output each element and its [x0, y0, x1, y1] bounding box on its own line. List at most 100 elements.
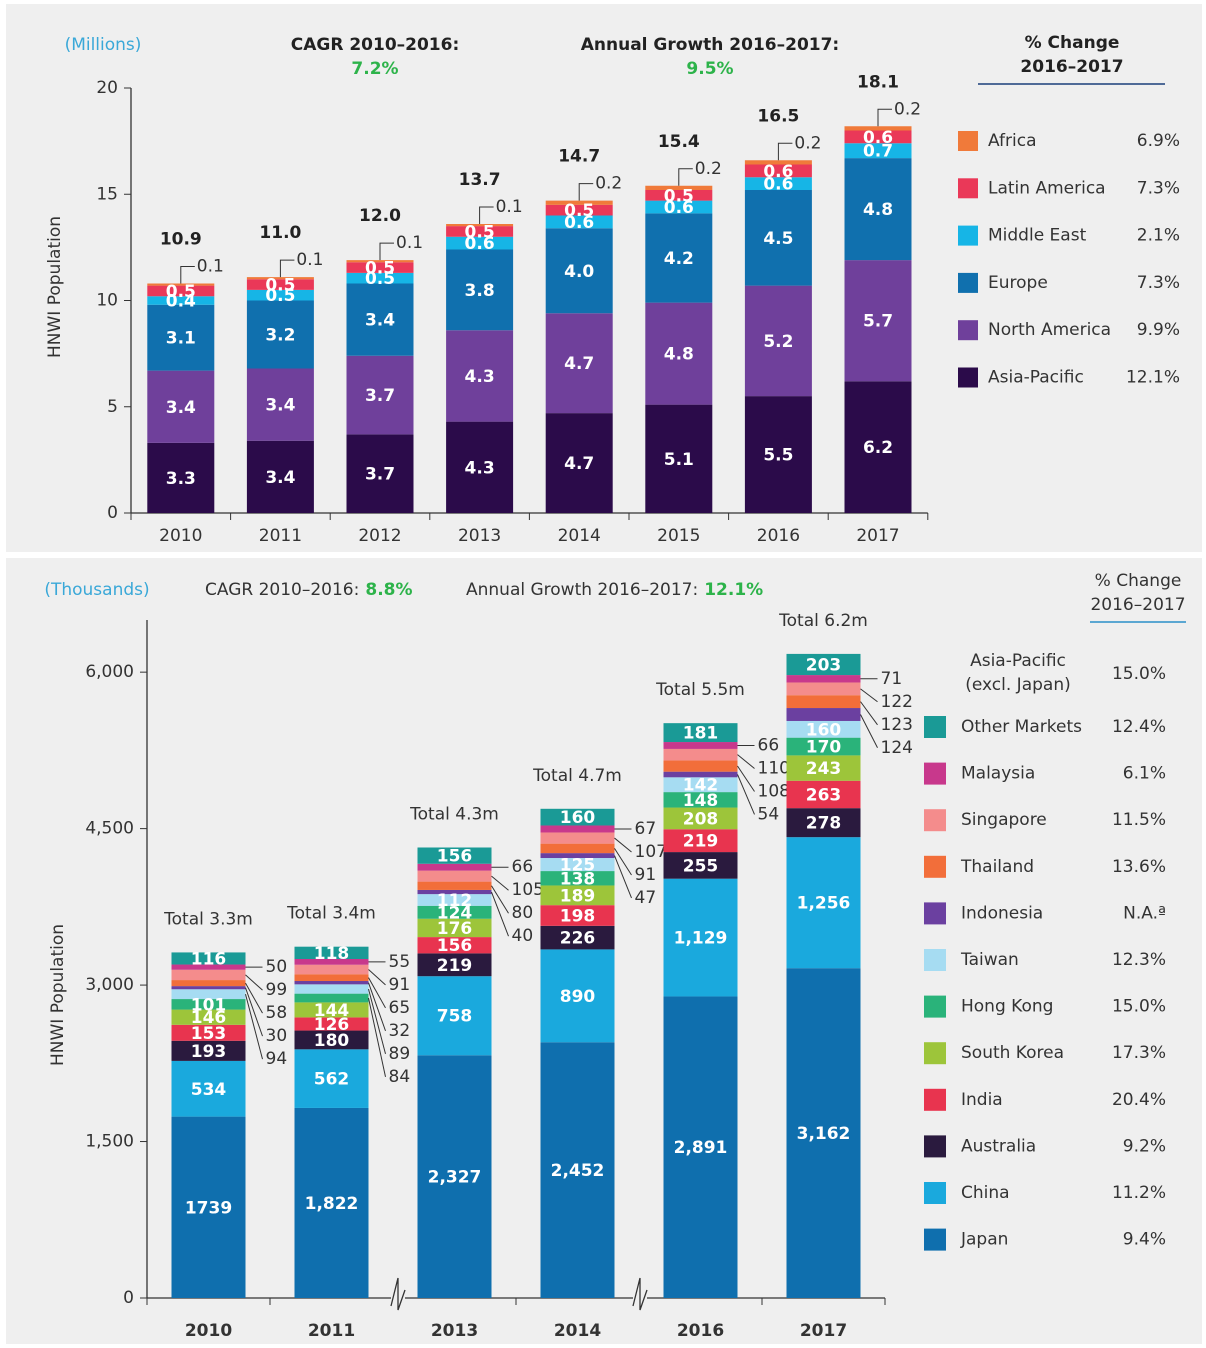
bar-segment — [545, 204, 613, 216]
segment-label: 0.2 — [894, 99, 921, 119]
segment-label: 0.5 — [166, 282, 196, 302]
bar-segment — [786, 968, 861, 1298]
bar-segment — [663, 852, 738, 879]
segment-label: 118 — [314, 944, 350, 964]
segment-label: 124 — [437, 903, 473, 923]
y-tick-label: 10 — [96, 291, 118, 311]
leader-line — [180, 266, 195, 284]
bar-segment — [540, 832, 615, 844]
segment-label: 91 — [635, 865, 657, 885]
bar-segment — [645, 200, 713, 214]
segment-label: 153 — [191, 1024, 227, 1044]
segment-label: 84 — [389, 1067, 411, 1087]
bar-segment — [786, 780, 861, 809]
leader-line — [368, 988, 386, 1054]
segment-label: 156 — [437, 847, 473, 867]
legend-swatch — [924, 855, 946, 878]
unit-label: (Millions) — [65, 35, 142, 55]
bar-segment — [663, 748, 738, 761]
segment-label: 3.4 — [265, 396, 295, 416]
leader-line — [614, 848, 632, 876]
bar-segment — [246, 279, 314, 290]
segment-label: 0.6 — [564, 213, 594, 233]
bar-segment — [663, 792, 738, 808]
x-tick-label: 2010 — [185, 1321, 232, 1341]
leader-line — [491, 875, 509, 891]
segment-label: 0.6 — [763, 175, 793, 195]
segment-label: 3.7 — [365, 386, 395, 406]
legend-change: 12.1% — [1126, 368, 1180, 388]
segment-label: 126 — [314, 1015, 350, 1035]
segment-label: 2,891 — [674, 1138, 728, 1158]
change-header: 2016–2017 — [1090, 595, 1185, 615]
legend-label: South Korea — [961, 1043, 1064, 1063]
legend-change: 13.6% — [1112, 857, 1166, 877]
segment-label: 108 — [758, 781, 790, 801]
leader-line — [578, 183, 594, 201]
x-tick-label: 2017 — [800, 1321, 847, 1341]
segment-label: 160 — [806, 720, 842, 740]
change-header: 2016–2017 — [1020, 57, 1123, 77]
segment-label: 5.1 — [664, 450, 694, 470]
legend-label: China — [961, 1183, 1010, 1203]
total-label: 15.4 — [658, 132, 700, 152]
segment-label: 148 — [683, 791, 719, 811]
segment-label: 125 — [560, 856, 596, 876]
bar-segment — [844, 130, 912, 144]
legend-label: Taiwan — [960, 950, 1019, 970]
total-label: Total 6.2m — [778, 611, 868, 631]
segment-label: 91 — [389, 975, 411, 995]
legend-change: 9.2% — [1123, 1136, 1166, 1156]
segment-label: 170 — [806, 738, 842, 758]
leader-line — [491, 885, 509, 914]
legend-swatch — [958, 225, 978, 246]
growth-value: 12.1% — [704, 580, 763, 600]
segment-label: 4.7 — [564, 354, 594, 374]
bar-segment — [786, 675, 861, 683]
leader-line — [860, 701, 878, 726]
segment-label: 2,452 — [551, 1161, 605, 1181]
bar-segment — [147, 283, 215, 286]
bar-segment — [294, 993, 369, 1003]
segment-label: 198 — [560, 907, 596, 927]
leader-line — [245, 987, 263, 1037]
segment-label: 107 — [635, 842, 667, 862]
legend-swatch — [924, 762, 946, 785]
bar-segment — [346, 355, 414, 435]
legend-swatch — [958, 320, 978, 341]
bar-segment — [744, 177, 812, 190]
total-label: Total 4.3m — [409, 804, 499, 824]
legend-change: 12.4% — [1112, 717, 1166, 737]
bar-segment — [446, 226, 514, 237]
segment-label: 5.5 — [763, 446, 793, 466]
bar-segment — [540, 853, 615, 859]
bar-segment — [844, 260, 912, 382]
legend-change: 7.3% — [1137, 178, 1180, 198]
bar-segment — [645, 213, 713, 303]
bar-segment — [786, 808, 861, 838]
bar-segment — [844, 158, 912, 261]
bar-segment — [246, 289, 314, 301]
segment-label: 189 — [560, 886, 596, 906]
legend-swatch — [958, 131, 978, 151]
bar-segment — [663, 996, 738, 1298]
legend-label: Japan — [960, 1230, 1008, 1250]
leader-line — [479, 206, 494, 224]
legend-label: Thailand — [960, 857, 1034, 877]
segment-label: 0.2 — [794, 133, 821, 153]
bar-segment — [246, 277, 314, 280]
bar-segment — [786, 737, 861, 756]
bar-segment — [786, 755, 861, 781]
bar-segment — [417, 894, 492, 906]
legend-label: North America — [988, 320, 1111, 340]
bar-segment — [171, 989, 246, 1000]
bar-segment — [294, 974, 369, 982]
legend-swatch — [924, 1135, 946, 1158]
legend-change: 2.1% — [1137, 226, 1180, 246]
bar-segment — [645, 404, 713, 513]
bar-segment — [663, 878, 738, 997]
legend-label: Malaysia — [961, 764, 1035, 784]
segment-label: 278 — [806, 814, 842, 834]
segment-label: 208 — [683, 809, 719, 829]
